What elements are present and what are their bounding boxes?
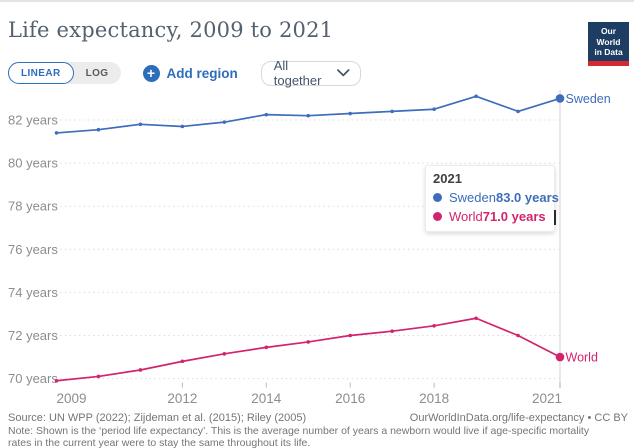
data-point [516, 109, 520, 114]
tooltip-row-sweden: Sweden 83.0 years [433, 190, 559, 205]
data-point [54, 131, 59, 135]
x-axis-label: 2009 [57, 391, 87, 406]
y-axis-label: 72 years [8, 328, 58, 343]
chart-canvas: 70 years 72 years 74 years 76 years 78 years… [8, 90, 611, 406]
tooltip-series-value: 83.0 years [495, 190, 559, 205]
chart-footer: Source: UN WPP (2022); Zijdeman et al. (… [8, 412, 628, 448]
sweden-dot-icon [433, 193, 442, 202]
y-axis-label: 70 years [8, 371, 58, 386]
source-text: Source: UN WPP (2022); Zijdeman et al. (… [8, 412, 307, 424]
note-text: Note: Shown is the ‘period life expectan… [8, 425, 590, 448]
data-point [96, 127, 101, 132]
series-label-sweden: Sweden [566, 92, 611, 106]
region-mode-value: All together [273, 58, 322, 88]
x-axis-label: 2016 [335, 391, 365, 406]
linear-scale-button[interactable]: LINEAR [8, 62, 74, 84]
data-point [474, 94, 478, 99]
y-axis-label: 78 years [8, 199, 58, 214]
add-region-button[interactable]: + Add region [142, 64, 238, 82]
data-point [306, 113, 311, 118]
tooltip-series-name: Sweden [449, 190, 496, 205]
tooltip-series-value: 71.0 years [482, 209, 546, 224]
x-axis-label: 2021 [532, 391, 562, 406]
page-title: Life expectancy, 2009 to 2021 [8, 18, 334, 42]
owid-logo-text: Our World in Data [588, 22, 629, 61]
chevron-down-icon [337, 69, 350, 77]
tooltip-year: 2021 [433, 171, 462, 186]
tooltip-row-world: World 71.0 years [433, 209, 546, 224]
x-axis-label: 2014 [251, 391, 282, 406]
data-point [180, 359, 185, 364]
data-point [54, 378, 59, 383]
x-axis-label: 2012 [167, 391, 197, 406]
data-point [432, 324, 436, 328]
data-point [348, 333, 353, 338]
y-axis-label: 74 years [8, 285, 58, 300]
data-point [180, 124, 185, 129]
y-axis-label: 80 years [8, 156, 58, 171]
log-scale-button[interactable]: LOG [74, 62, 121, 84]
owid-logo-redbar [588, 60, 629, 66]
text-cursor [554, 210, 556, 225]
y-axis-label: 76 years [8, 242, 58, 257]
data-point [264, 112, 269, 117]
data-point [516, 333, 520, 338]
data-point [138, 368, 143, 372]
series-line-world [56, 317, 561, 382]
world-dot-icon [433, 212, 442, 221]
x-axis-label: 2018 [419, 391, 449, 406]
plus-circle-icon: + [142, 64, 160, 82]
citation-link[interactable]: OurWorldInData.org/life-expectancy • CC … [409, 412, 628, 424]
region-mode-dropdown[interactable]: All together [260, 58, 361, 88]
data-point [474, 316, 478, 321]
line-chart[interactable]: 70 years 72 years 74 years 76 years 78 years… [0, 87, 634, 407]
series-end-dot-world [555, 352, 565, 362]
add-region-label: Add region [166, 65, 238, 81]
series-label-world: World [566, 351, 598, 365]
data-point [306, 340, 311, 344]
data-point [348, 111, 353, 116]
series-end-dot-sweden [555, 94, 565, 103]
owid-logo[interactable]: Our World in Data [588, 22, 629, 66]
scale-toggle: LINEAR LOG [8, 62, 121, 84]
data-point [264, 345, 269, 350]
data-point [222, 352, 227, 356]
data-point [96, 374, 101, 379]
data-point [432, 107, 436, 112]
data-point [138, 122, 143, 127]
data-point [390, 109, 394, 114]
hover-tooltip: 2021 Sweden 83.0 years World 71.0 years [425, 165, 559, 232]
tooltip-series-name: World [449, 209, 483, 224]
chart-toolbar: LINEAR LOG + Add region All together [8, 58, 361, 88]
data-point [390, 329, 394, 333]
y-axis-label: 82 years [8, 113, 58, 128]
data-point [222, 120, 227, 124]
